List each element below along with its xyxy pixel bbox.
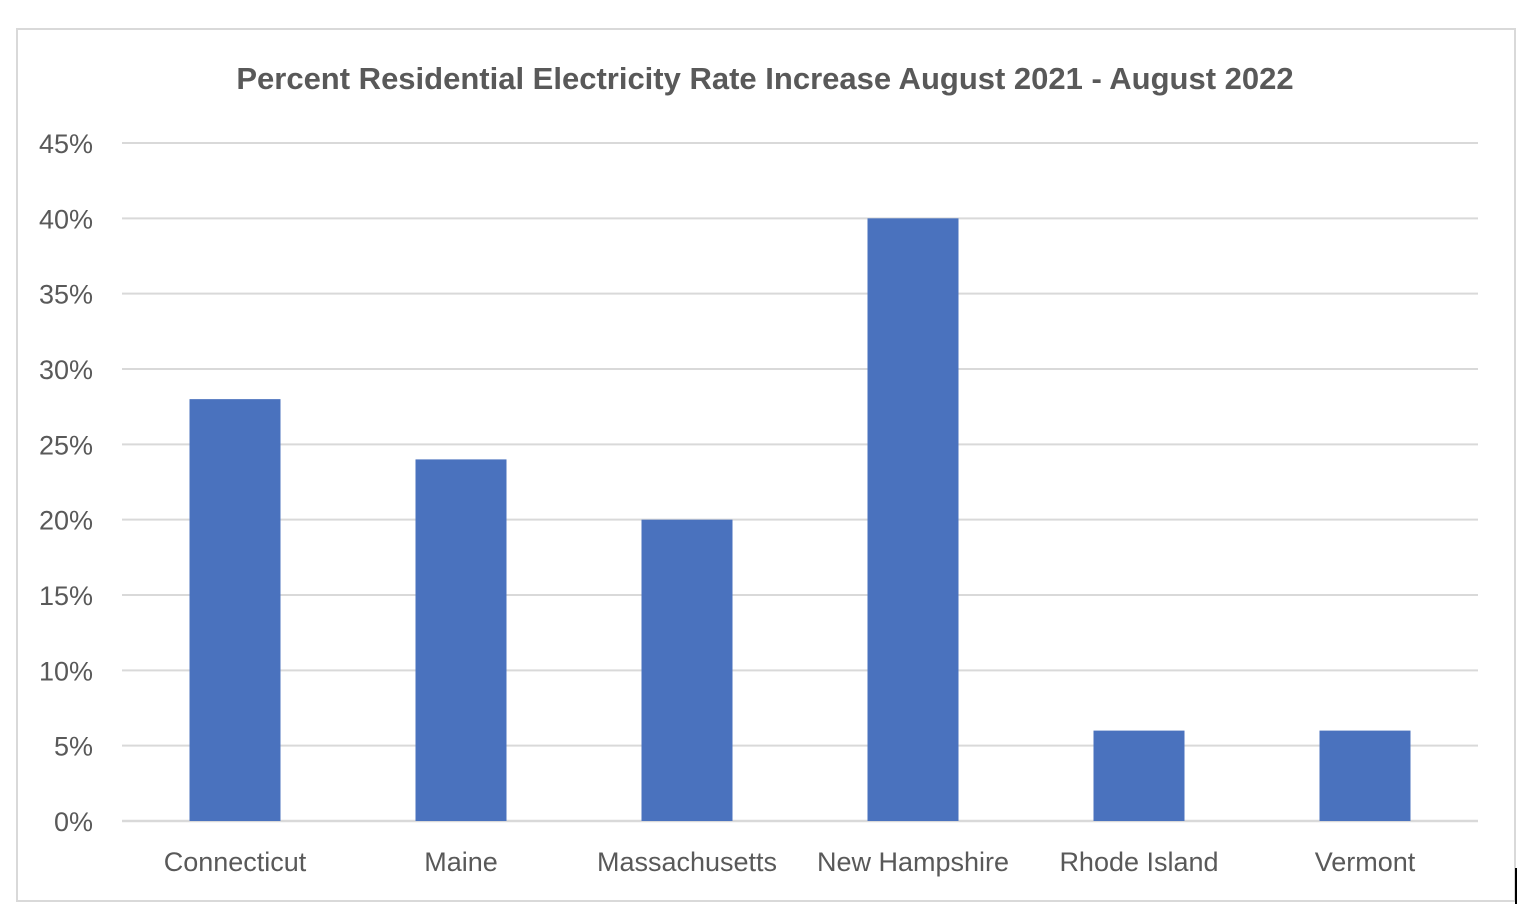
bar-vermont [1319, 730, 1411, 821]
bar-rhode-island [1093, 730, 1185, 821]
bar-maine [415, 459, 507, 821]
text-cursor [1515, 868, 1517, 904]
y-tick-label: 15% [39, 581, 93, 611]
y-tick-label: 10% [39, 656, 93, 686]
gridlines [122, 142, 1478, 823]
bar-connecticut [189, 399, 281, 821]
chart-title: Percent Residential Electricity Rate Inc… [236, 61, 1293, 96]
y-tick-label: 20% [39, 506, 93, 536]
y-tick-label: 40% [39, 204, 93, 234]
y-axis-ticks: 0% 5% 10% 15% 20% 25% 30% 35% 40% 45% [39, 129, 93, 837]
y-tick-label: 0% [54, 807, 93, 837]
y-tick-label: 30% [39, 355, 93, 385]
x-axis-categories: Connecticut Maine Massachusetts New Hampshi… [164, 847, 1416, 877]
bar-massachusetts [641, 519, 733, 821]
x-category-label: Connecticut [164, 847, 307, 877]
x-category-label: New Hampshire [817, 847, 1009, 877]
y-tick-label: 5% [54, 732, 93, 762]
y-tick-label: 25% [39, 430, 93, 460]
bar-new-hampshire [867, 218, 959, 822]
bars [189, 218, 1411, 822]
x-category-label: Rhode Island [1059, 847, 1218, 877]
x-category-label: Vermont [1315, 847, 1416, 877]
x-category-label: Massachusetts [597, 847, 777, 877]
x-category-label: Maine [424, 847, 498, 877]
y-tick-label: 45% [39, 129, 93, 159]
y-tick-label: 35% [39, 280, 93, 310]
